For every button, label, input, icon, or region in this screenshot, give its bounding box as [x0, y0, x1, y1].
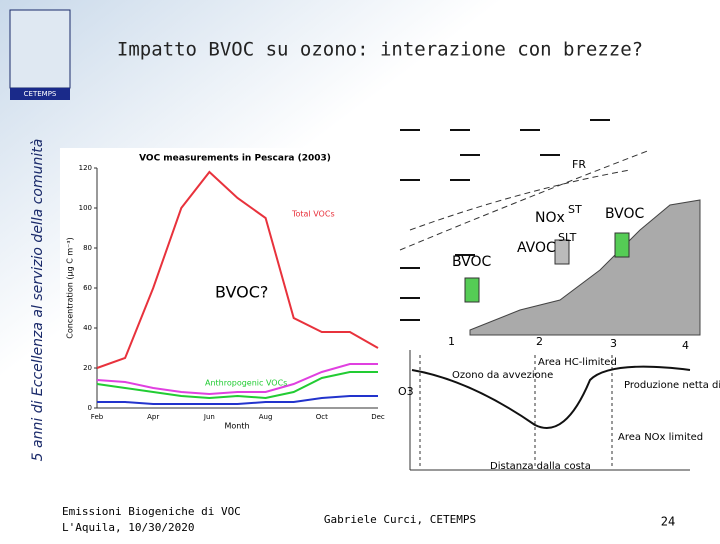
y-axis-label: Concentration (µg C m⁻³)	[66, 237, 75, 338]
side-text: 5 anni di Eccellenza al servizio della c…	[30, 139, 46, 462]
label: Area HC-limited	[538, 357, 617, 368]
label: 2	[536, 335, 543, 348]
label: NOx	[535, 210, 565, 226]
y-tick-label: 60	[83, 284, 92, 292]
zone-divider	[419, 355, 613, 468]
footer-left: L'Aquila, 10/30/2020	[62, 521, 194, 534]
label: 4	[682, 339, 689, 352]
bvoc-arrow	[614, 232, 630, 258]
label: ST	[568, 203, 582, 216]
logo-box	[9, 9, 71, 89]
series-line	[96, 170, 379, 369]
y-tick-label: 40	[83, 324, 92, 332]
label: BVOC	[452, 254, 492, 270]
avoc-arrow	[554, 239, 570, 265]
label: Area NOx limited	[618, 432, 703, 443]
label: BVOC	[605, 206, 645, 222]
y-tick-label: 80	[83, 244, 92, 252]
page-number: 24	[661, 515, 675, 529]
bvoc-arrow	[464, 277, 480, 303]
footer-center: Gabriele Curci, CETEMPS	[324, 513, 476, 526]
breeze-flow	[409, 169, 631, 231]
logo-band	[10, 88, 70, 100]
series-line	[97, 395, 378, 405]
label: Distanza dalla costa	[490, 461, 591, 472]
chart-title: VOC measurements in Pescara (2003)	[139, 154, 331, 164]
y-tick-label: 0	[88, 404, 92, 412]
logo-text: CETEMPS	[24, 90, 57, 98]
x-tick-label: Oct	[316, 413, 328, 421]
label: SLT	[558, 231, 577, 244]
x-tick-label: Dec	[371, 413, 385, 421]
footer-left: Emissioni Biogeniche di VOC	[62, 505, 241, 518]
label: Produzione netta di ozono	[624, 380, 720, 391]
y-tick-label: 120	[79, 164, 92, 172]
series-line	[96, 363, 378, 396]
x-tick-label: Aug	[259, 413, 273, 421]
label: 1	[448, 335, 455, 348]
legend-label: Total VOCs	[291, 210, 335, 219]
diagram: NOx BVOC AVOC BVOC BVOC? ST SLT FR O3 1 …	[215, 115, 720, 490]
y-tick-label: 20	[83, 364, 92, 372]
x-tick-label: Feb	[91, 413, 104, 421]
label: BVOC?	[215, 283, 268, 302]
breeze-flow	[399, 149, 651, 251]
x-tick-label: Jun	[203, 413, 215, 421]
label: O3	[398, 385, 414, 398]
ozone-curve	[411, 365, 691, 429]
wind-arrows	[400, 119, 610, 321]
label: 3	[610, 337, 617, 350]
label: AVOC	[517, 240, 556, 256]
series-line	[96, 371, 378, 400]
label: FR	[572, 158, 586, 171]
legend-label: Anthropogenic VOCs	[205, 379, 287, 388]
chart: VOC measurements in Pescara (2003) Concen…	[66, 154, 385, 431]
x-axis-label: Month	[224, 422, 249, 431]
mountain	[469, 199, 701, 336]
y-tick-label: 100	[79, 204, 92, 212]
slide-title: Impatto BVOC su ozono: interazione con b…	[117, 39, 643, 61]
x-tick-label: Apr	[147, 413, 159, 421]
label: Ozono da avvezione	[452, 370, 553, 381]
